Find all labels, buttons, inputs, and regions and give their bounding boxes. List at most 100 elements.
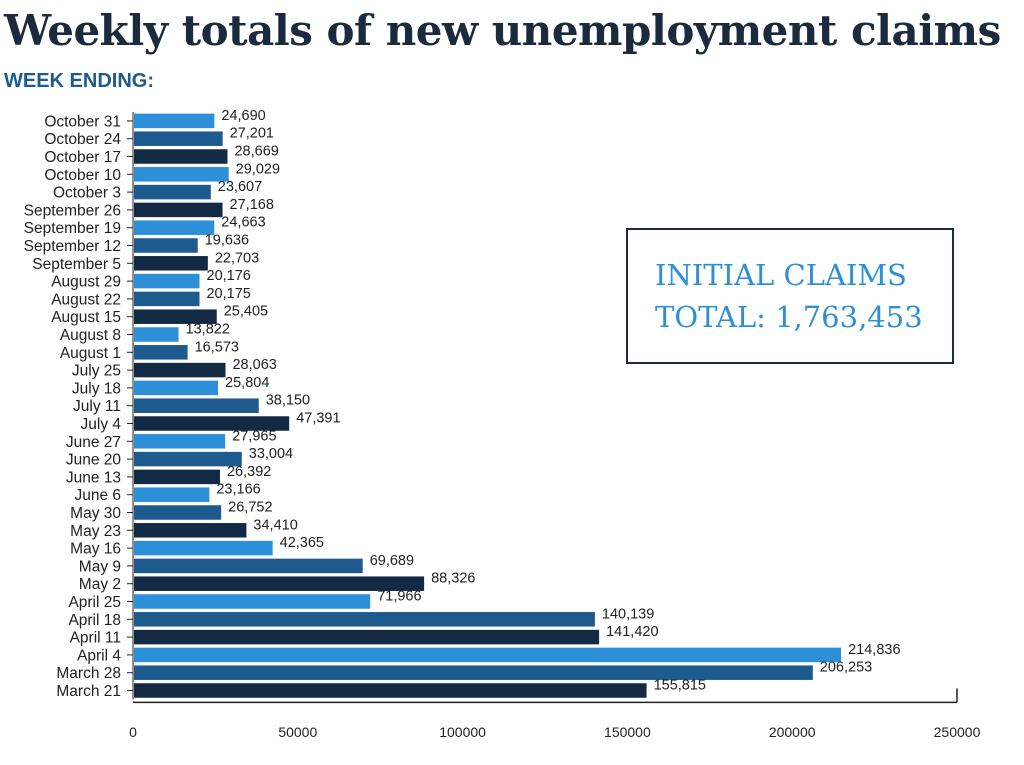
bar — [134, 291, 200, 307]
bar — [134, 469, 220, 485]
category-label: June 13 — [66, 469, 121, 486]
category-label: September 19 — [24, 220, 121, 237]
bar — [134, 487, 210, 502]
bar — [134, 416, 290, 431]
category-label: October 3 — [53, 185, 121, 202]
bar — [134, 665, 813, 680]
category-label: May 16 — [70, 541, 121, 558]
bar — [134, 362, 226, 378]
category-label: October 24 — [44, 131, 121, 148]
bar — [134, 451, 242, 467]
category-label: September 12 — [24, 238, 121, 255]
axis-caption: WEEK ENDING: — [4, 70, 154, 92]
value-label: 42,365 — [280, 535, 324, 551]
total-claims-callout: INITIAL CLAIMS TOTAL: 1,763,453 — [626, 228, 954, 364]
category-label: May 30 — [70, 505, 121, 522]
category-label: June 27 — [66, 434, 121, 451]
value-label: 16,573 — [195, 339, 239, 355]
category-label: June 20 — [66, 452, 122, 469]
category-label: June 6 — [74, 487, 121, 504]
bar — [134, 327, 179, 342]
value-label: 27,965 — [232, 428, 276, 444]
bar — [134, 558, 363, 574]
callout-line-1: INITIAL CLAIMS — [655, 258, 907, 292]
bar — [134, 345, 188, 360]
value-label: 140,139 — [602, 606, 654, 622]
bar — [134, 238, 198, 253]
x-tick-label: 150000 — [604, 724, 651, 740]
bar — [134, 540, 273, 556]
category-label: April 11 — [70, 630, 121, 647]
value-label: 28,063 — [232, 357, 276, 373]
bar — [134, 113, 215, 129]
x-tick-label: 100000 — [439, 724, 486, 740]
value-label: 34,410 — [253, 517, 297, 533]
bar — [134, 629, 600, 645]
category-label: May 2 — [79, 576, 121, 593]
value-label: 13,822 — [186, 322, 230, 338]
category-label: May 9 — [79, 558, 121, 575]
value-label: 24,690 — [221, 108, 265, 124]
value-label: 25,804 — [225, 375, 269, 391]
value-label: 47,391 — [296, 411, 340, 427]
value-label: 38,150 — [266, 393, 310, 409]
x-tick-label: 0 — [129, 724, 137, 740]
bar — [134, 149, 228, 164]
value-label: 19,636 — [205, 233, 249, 249]
category-label: October 31 — [44, 113, 121, 130]
bar — [134, 594, 371, 609]
bar — [134, 256, 208, 271]
value-label: 20,175 — [206, 286, 250, 302]
value-label: 20,176 — [207, 268, 251, 284]
value-label: 22,703 — [215, 250, 259, 266]
bar — [134, 220, 215, 235]
bar — [134, 576, 425, 591]
category-label: July 4 — [81, 416, 122, 433]
value-label: 27,201 — [230, 126, 274, 142]
value-label: 27,168 — [230, 197, 274, 213]
value-label: 26,392 — [227, 464, 271, 480]
value-label: 88,326 — [431, 571, 475, 587]
category-label: September 5 — [32, 256, 121, 273]
bar — [134, 273, 200, 289]
category-label: July 25 — [72, 363, 121, 380]
category-label: August 15 — [51, 309, 121, 326]
value-label: 141,420 — [606, 624, 658, 640]
category-label: April 25 — [68, 594, 121, 611]
value-label: 24,663 — [221, 215, 265, 231]
bar — [134, 202, 223, 218]
value-label: 33,004 — [249, 446, 293, 462]
category-label: September 26 — [24, 202, 121, 219]
bar — [134, 683, 647, 698]
category-label: May 23 — [70, 523, 121, 540]
bar — [134, 523, 247, 538]
x-tick-label: 50000 — [278, 724, 317, 740]
bar — [134, 434, 226, 449]
value-label: 71,966 — [377, 589, 421, 605]
category-label: April 18 — [68, 612, 121, 629]
category-label: March 28 — [56, 665, 121, 682]
x-tick-label: 200000 — [769, 724, 816, 740]
value-label: 69,689 — [370, 553, 414, 569]
bar — [134, 131, 223, 146]
x-tick-label: 250000 — [934, 724, 981, 740]
category-label: October 17 — [44, 149, 121, 166]
bar — [134, 380, 219, 396]
chart-title: Weekly totals of new unemployment claims — [4, 6, 1001, 55]
bar — [134, 647, 842, 663]
category-label: March 21 — [56, 683, 121, 700]
value-label: 26,752 — [228, 500, 272, 516]
bar — [134, 309, 217, 324]
value-label: 23,607 — [218, 179, 262, 195]
value-label: 28,669 — [234, 144, 278, 160]
category-label: July 18 — [72, 380, 121, 397]
bar — [134, 612, 595, 627]
category-label: April 4 — [77, 647, 121, 664]
value-label: 29,029 — [236, 161, 280, 177]
value-label: 155,815 — [654, 678, 706, 694]
bar — [134, 398, 259, 413]
value-label: 25,405 — [224, 304, 268, 320]
category-label: August 22 — [51, 291, 121, 308]
category-label: August 29 — [51, 274, 121, 291]
